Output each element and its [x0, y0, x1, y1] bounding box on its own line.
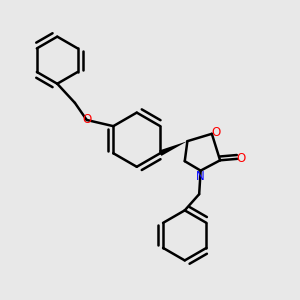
Text: O: O: [82, 113, 91, 127]
Text: N: N: [196, 170, 205, 183]
Text: O: O: [211, 125, 220, 139]
Polygon shape: [159, 141, 188, 156]
Text: O: O: [236, 152, 246, 165]
